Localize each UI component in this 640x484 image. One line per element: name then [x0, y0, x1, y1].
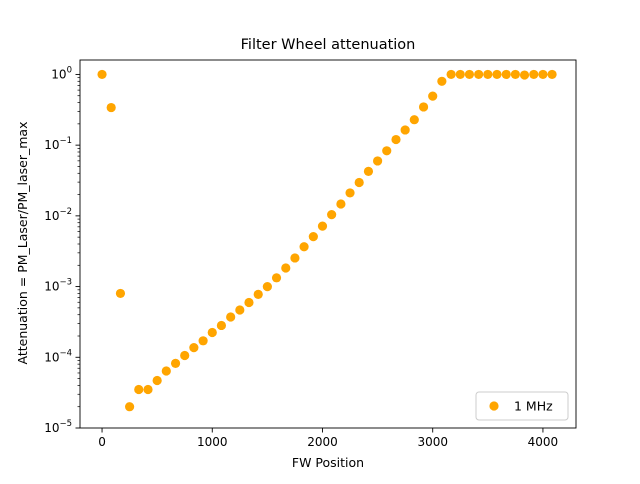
data-point	[281, 263, 291, 273]
data-point	[327, 210, 337, 220]
data-point	[336, 199, 346, 209]
data-point	[483, 69, 493, 80]
legend-box	[475, 391, 569, 421]
x-tick-label: 3000	[417, 435, 448, 449]
axes-frame	[79, 59, 577, 429]
data-point	[161, 366, 171, 376]
x-tick-label: 0	[98, 435, 106, 449]
data-point	[207, 327, 217, 338]
y-tick-label: 10−4	[44, 348, 72, 364]
data-point	[143, 384, 153, 395]
data-point	[271, 273, 282, 283]
data-point	[492, 69, 502, 80]
data-point	[400, 125, 410, 135]
data-point	[170, 358, 181, 368]
y-tick-label: 10−5	[44, 419, 72, 435]
data-point	[317, 221, 328, 231]
data-point	[253, 289, 263, 299]
data-point	[446, 69, 456, 80]
x-axis-label: FW Position	[292, 455, 364, 470]
data-point	[464, 69, 475, 80]
data-point	[519, 70, 530, 80]
data-point	[244, 297, 254, 308]
data-point	[409, 115, 419, 125]
data-point	[299, 242, 309, 252]
y-tick-label: 10−3	[44, 278, 72, 294]
data-point	[235, 305, 245, 315]
x-tick-label: 2000	[307, 435, 338, 449]
data-point	[262, 282, 272, 292]
data-point	[354, 177, 364, 188]
data-point	[125, 402, 135, 412]
legend-marker	[489, 401, 499, 411]
data-point	[363, 166, 374, 176]
data-point	[106, 102, 116, 113]
data-point	[510, 69, 520, 80]
chart-title: Filter Wheel attenuation	[241, 37, 416, 53]
data-point	[391, 134, 401, 145]
data-point	[373, 156, 383, 166]
data-point	[198, 336, 208, 346]
data-point	[308, 232, 318, 242]
data-point	[455, 69, 465, 80]
y-tick-label: 100	[51, 65, 72, 81]
x-tick-label: 1000	[197, 435, 228, 449]
data-point	[538, 69, 548, 80]
y-tick-label: 10−2	[44, 207, 72, 223]
data-point	[152, 375, 162, 386]
data-point	[290, 253, 300, 263]
data-point	[97, 69, 107, 80]
plot-area: 0 1000 2000 3000 4000 10−5 10−4 10−3 10−2 10−1 100	[44, 59, 577, 449]
data-point	[437, 76, 447, 86]
y-tick-label: 10−1	[44, 136, 72, 152]
data-point	[418, 102, 429, 112]
data-point	[134, 384, 144, 395]
data-point	[115, 288, 126, 299]
data-point	[501, 69, 511, 80]
data-point	[474, 69, 484, 80]
y-axis-label: Attenuation = PM_Laser/PM_laser_max	[15, 122, 30, 365]
data-point	[382, 146, 392, 156]
legend: 1 MHz	[475, 391, 569, 421]
x-tick-label: 4000	[528, 435, 559, 449]
legend-label: 1 MHz	[514, 399, 553, 414]
data-point	[428, 91, 438, 101]
data-point	[547, 69, 557, 80]
data-point	[226, 312, 236, 322]
data-point	[216, 320, 227, 331]
data-point	[345, 188, 355, 198]
data-point	[529, 69, 539, 80]
data-point	[180, 350, 190, 361]
data-point	[189, 343, 199, 353]
